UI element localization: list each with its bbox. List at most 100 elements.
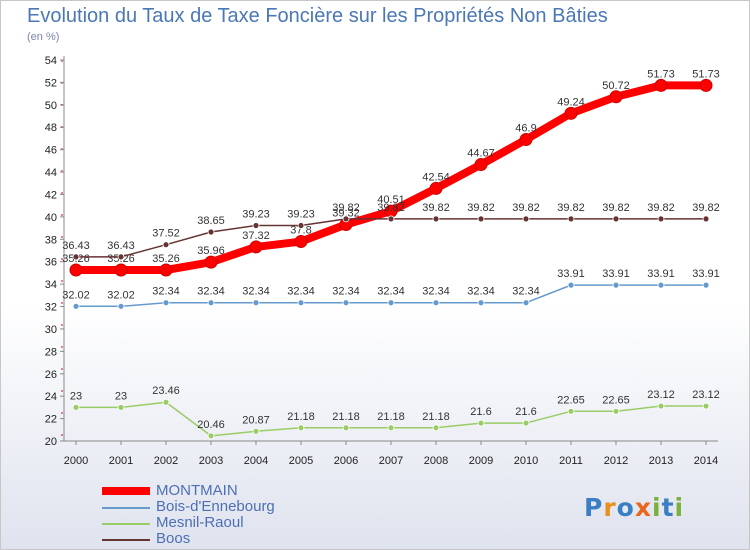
y-tick-label: 32 xyxy=(45,302,57,314)
data-point-mesnil-raoul xyxy=(702,402,710,410)
data-label-montmain: 46.9 xyxy=(515,123,536,135)
data-point-boos xyxy=(297,222,305,229)
logo-letter: x xyxy=(634,493,652,522)
logo-letter: i xyxy=(652,493,662,522)
data-label-boos: 39.82 xyxy=(422,202,450,214)
data-point-montmain xyxy=(114,263,128,277)
data-label-montmain: 39.32 xyxy=(332,208,360,220)
data-point-bois-d-ennebourg xyxy=(117,302,125,310)
data-label-montmain: 42.54 xyxy=(422,171,450,183)
data-label-mesnil-raoul: 23 xyxy=(70,390,82,402)
x-tick-label: 2014 xyxy=(694,455,718,467)
data-label-boos: 39.82 xyxy=(557,202,585,214)
data-point-montmain xyxy=(654,78,668,92)
data-point-montmain xyxy=(699,78,713,92)
data-point-bois-d-ennebourg xyxy=(477,299,485,307)
data-label-montmain: 51.73 xyxy=(692,68,720,80)
data-label-mesnil-raoul: 21.6 xyxy=(515,406,536,418)
data-label-mesnil-raoul: 23 xyxy=(115,390,127,402)
data-point-mesnil-raoul xyxy=(387,424,395,432)
logo-letter: P xyxy=(584,493,604,522)
data-point-bois-d-ennebourg xyxy=(297,299,305,307)
x-tick-label: 2008 xyxy=(424,455,448,467)
data-point-bois-d-ennebourg xyxy=(207,299,215,307)
data-point-montmain xyxy=(159,263,173,277)
data-label-bois-d-ennebourg: 32.34 xyxy=(422,286,450,298)
y-tick-label: 22 xyxy=(45,414,57,426)
x-tick-label: 2009 xyxy=(469,455,493,467)
data-label-boos: 39.82 xyxy=(467,202,495,214)
data-point-montmain xyxy=(204,255,218,269)
y-tick-label: 36 xyxy=(45,257,57,269)
x-tick-label: 2007 xyxy=(379,455,403,467)
data-label-montmain: 40.51 xyxy=(377,194,405,206)
data-label-mesnil-raoul: 21.18 xyxy=(377,411,405,423)
legend-label: MONTMAIN xyxy=(156,482,238,499)
data-point-boos xyxy=(387,215,395,223)
data-label-boos: 39.82 xyxy=(512,202,540,214)
data-label-mesnil-raoul: 23.12 xyxy=(647,389,675,401)
data-label-boos: 39.23 xyxy=(287,209,315,221)
chart-title: Evolution du Taux de Taxe Foncière sur l… xyxy=(27,5,608,27)
logo-letter: o xyxy=(616,493,635,522)
y-tick-label: 28 xyxy=(45,346,57,358)
y-tick-label: 46 xyxy=(45,145,57,157)
y-tick-label: 54 xyxy=(45,55,57,67)
data-label-montmain: 37.32 xyxy=(242,230,270,242)
logo-letter: t xyxy=(661,493,675,522)
legend-label: Mesnil-Raoul xyxy=(156,514,244,531)
data-point-mesnil-raoul xyxy=(432,424,440,432)
data-label-boos: 39.82 xyxy=(602,202,630,214)
x-tick-label: 2013 xyxy=(649,455,673,467)
data-label-bois-d-ennebourg: 33.91 xyxy=(692,268,720,280)
y-tick-label: 34 xyxy=(45,279,57,291)
data-label-bois-d-ennebourg: 33.91 xyxy=(557,268,585,280)
data-label-bois-d-ennebourg: 32.02 xyxy=(62,289,90,301)
data-point-boos xyxy=(432,215,440,223)
data-point-boos xyxy=(702,215,710,223)
data-label-bois-d-ennebourg: 33.91 xyxy=(602,268,630,280)
data-point-boos xyxy=(117,253,125,261)
legend-label: Boos xyxy=(156,530,191,547)
data-label-boos: 39.23 xyxy=(242,209,270,221)
legend-swatch-boos xyxy=(102,539,150,541)
unit-label: (en %) xyxy=(27,31,60,43)
data-point-montmain xyxy=(249,240,263,254)
data-label-montmain: 50.72 xyxy=(602,80,630,92)
data-label-bois-d-ennebourg: 32.34 xyxy=(377,286,405,298)
data-point-mesnil-raoul xyxy=(567,407,575,415)
data-label-boos: 39.82 xyxy=(647,202,675,214)
data-point-bois-d-ennebourg xyxy=(522,299,530,307)
x-tick-label: 2002 xyxy=(154,455,178,467)
y-tick-label: 48 xyxy=(45,122,57,134)
data-point-bois-d-ennebourg xyxy=(72,302,80,310)
data-point-mesnil-raoul xyxy=(207,432,215,440)
data-label-montmain: 49.24 xyxy=(557,96,585,108)
y-tick-label: 20 xyxy=(45,436,57,448)
data-point-boos xyxy=(207,228,215,236)
legend-label: Bois-d'Ennebourg xyxy=(156,498,275,515)
data-point-mesnil-raoul xyxy=(297,424,305,432)
data-point-boos xyxy=(612,215,620,223)
x-tick-label: 2011 xyxy=(559,455,583,467)
data-point-boos xyxy=(72,253,80,261)
data-label-boos: 37.52 xyxy=(152,228,180,240)
data-point-mesnil-raoul xyxy=(162,398,170,406)
y-tick-label: 30 xyxy=(45,324,57,336)
legend-swatch-montmain xyxy=(102,487,150,495)
data-label-montmain: 37.8 xyxy=(290,225,311,237)
y-tick-label: 40 xyxy=(45,212,57,224)
y-tick-label: 24 xyxy=(45,391,57,403)
logo-letter: r xyxy=(603,493,617,522)
data-point-boos xyxy=(477,215,485,223)
data-label-bois-d-ennebourg: 32.34 xyxy=(152,286,180,298)
data-label-boos: 36.43 xyxy=(107,240,135,252)
x-tick-label: 2003 xyxy=(199,455,223,467)
data-point-mesnil-raoul xyxy=(612,407,620,415)
data-label-boos: 39.82 xyxy=(332,202,360,214)
data-label-mesnil-raoul: 22.65 xyxy=(557,394,585,406)
x-tick-label: 2001 xyxy=(109,455,133,467)
y-tick-label: 42 xyxy=(45,189,57,201)
y-tick-label: 38 xyxy=(45,234,57,246)
